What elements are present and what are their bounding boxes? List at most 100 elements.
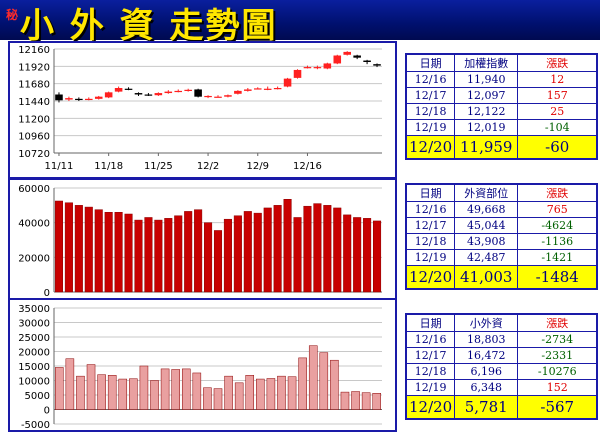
column-header: 加權指數 bbox=[454, 53, 519, 72]
candle-body bbox=[224, 95, 232, 97]
cell-value: 6,348 bbox=[454, 379, 519, 396]
y-tick-label: 5000 bbox=[25, 391, 50, 402]
chart-panel-foreign: 0 20000 40000 60000 bbox=[8, 178, 397, 300]
foreign-position-bar bbox=[94, 209, 103, 293]
cell-value: 12,122 bbox=[454, 103, 519, 120]
small-foreign-bar bbox=[351, 391, 360, 410]
small-foreign-bar bbox=[181, 368, 191, 410]
foreign-position-bar bbox=[363, 218, 372, 293]
foreign-position-bar bbox=[194, 209, 203, 293]
foreign-position-bar bbox=[303, 205, 312, 293]
candle-body bbox=[214, 96, 222, 98]
cell-date: 12/18 bbox=[405, 363, 456, 380]
foreign-position-bar bbox=[164, 218, 173, 293]
foreign-position-bar bbox=[233, 215, 242, 293]
small-foreign-bar bbox=[203, 387, 212, 410]
foreign-position-bar bbox=[74, 205, 83, 293]
foreign-position-bar bbox=[104, 212, 113, 293]
table-header-row: 日期 加權指數 漲跌 bbox=[405, 53, 598, 72]
cell-value: 12,097 bbox=[454, 87, 519, 104]
foreign-position-bar bbox=[293, 217, 302, 293]
small-foreign-bar bbox=[65, 358, 75, 410]
small-foreign-bar bbox=[55, 367, 64, 410]
small-foreign-bar bbox=[319, 352, 329, 410]
cell-date: 12/17 bbox=[405, 217, 456, 234]
y-tick-label: -5000 bbox=[21, 420, 50, 430]
secret-mark: 秘 bbox=[6, 8, 19, 22]
candle-body bbox=[124, 88, 133, 90]
foreign-position-bar bbox=[184, 211, 193, 293]
summary-change: -1484 bbox=[517, 265, 598, 290]
table-row: 12/19 12,019 -104 bbox=[405, 119, 598, 136]
small-foreign-bar bbox=[277, 375, 286, 410]
cell-value: 42,487 bbox=[454, 249, 519, 266]
foreign-position-bar bbox=[253, 212, 262, 293]
foreign-position-bar bbox=[273, 205, 282, 293]
candle-body bbox=[114, 88, 123, 92]
y-tick-label: 12160 bbox=[18, 45, 50, 56]
foreign-position-bar bbox=[54, 200, 63, 293]
candle-body bbox=[174, 90, 183, 93]
cell-value: 18,803 bbox=[454, 331, 519, 348]
summary-value: 5,781 bbox=[454, 395, 519, 420]
table-row: 12/18 6,196 -10276 bbox=[405, 363, 598, 380]
cell-change: -1421 bbox=[517, 249, 598, 266]
candle-body bbox=[75, 98, 83, 101]
y-tick-label: 40000 bbox=[18, 219, 50, 230]
y-tick-label: 30000 bbox=[18, 319, 50, 330]
foreign-position-bar-chart: 0 20000 40000 60000 bbox=[18, 184, 382, 299]
candle-body bbox=[184, 89, 192, 92]
foreign-position-bar bbox=[114, 212, 123, 293]
candlestick-chart: 10720 10960 11200 11440 11680 11920 12160 11/11… bbox=[18, 45, 382, 172]
candle-body bbox=[253, 88, 262, 90]
table-row: 12/18 43,908 -1136 bbox=[405, 233, 598, 250]
y-tick-label: 0 bbox=[44, 288, 50, 298]
candle-body bbox=[65, 98, 73, 100]
candle-body bbox=[283, 78, 292, 87]
chart-panel-index: 10720 10960 11200 11440 11680 11920 12160 11/11… bbox=[8, 41, 397, 179]
x-tick-label: 12/2 bbox=[197, 161, 219, 172]
candle-body bbox=[323, 63, 332, 69]
small-foreign-bar bbox=[224, 375, 233, 410]
small-foreign-bar bbox=[245, 375, 255, 410]
candle-body bbox=[144, 94, 153, 96]
summary-value: 41,003 bbox=[454, 265, 519, 290]
small-foreign-bar bbox=[139, 365, 149, 410]
cell-date: 12/19 bbox=[405, 249, 456, 266]
foreign-position-bar bbox=[243, 211, 252, 293]
column-header: 日期 bbox=[405, 313, 456, 332]
foreign-position-bar bbox=[124, 213, 133, 293]
summary-date: 12/20 bbox=[405, 265, 456, 290]
small-foreign-bar bbox=[372, 393, 381, 410]
small-foreign-bar bbox=[308, 345, 318, 410]
foreign-position-bar bbox=[323, 205, 332, 293]
table-row: 12/18 12,122 25 bbox=[405, 103, 598, 120]
cell-change: -4624 bbox=[517, 217, 598, 234]
candle-body bbox=[363, 60, 371, 62]
foreign-position-bar bbox=[353, 217, 362, 293]
cell-change: 765 bbox=[517, 201, 598, 218]
candle-body bbox=[343, 51, 351, 55]
cell-change: -104 bbox=[517, 119, 598, 136]
candle-body bbox=[85, 98, 93, 101]
small-foreign-bar bbox=[129, 378, 138, 410]
candle-body bbox=[104, 92, 113, 98]
cell-change: 12 bbox=[517, 71, 598, 88]
column-header: 漲跌 bbox=[517, 313, 598, 332]
table-row: 12/16 49,668 765 bbox=[405, 201, 598, 218]
small-foreign-bar bbox=[213, 388, 223, 410]
small-foreign-bar bbox=[287, 376, 297, 410]
y-tick-label: 10960 bbox=[18, 132, 50, 143]
small-foreign-table: 日期 小外資 漲跌 12/16 18,803 -2734 12/17 16,472 -2331 1… bbox=[405, 313, 599, 420]
small-foreign-bar bbox=[107, 375, 117, 410]
summary-value: 11,959 bbox=[454, 135, 519, 160]
cell-change: 152 bbox=[517, 379, 598, 396]
y-tick-label: 15000 bbox=[18, 362, 50, 373]
cell-change: -10276 bbox=[517, 363, 598, 380]
cell-value: 12,019 bbox=[454, 119, 519, 136]
foreign-position-table: 日期 外資部位 漲跌 12/16 49,668 765 12/17 45,044 -4624 12… bbox=[405, 183, 599, 290]
foreign-position-bar bbox=[313, 203, 322, 293]
small-foreign-bar bbox=[298, 357, 307, 410]
candle-body bbox=[154, 93, 163, 96]
small-foreign-bar bbox=[160, 368, 170, 410]
